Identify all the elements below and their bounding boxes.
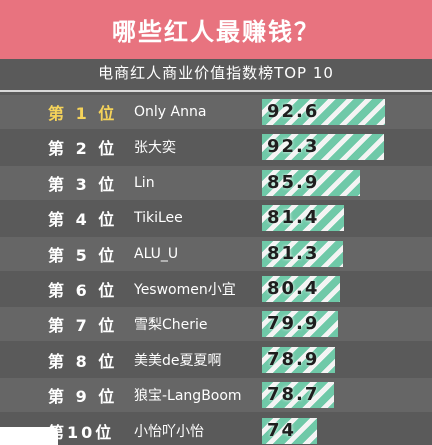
bar xyxy=(262,382,334,409)
rank-label: 第 9 位 xyxy=(48,387,118,407)
category-label: Yeswomen小宜 xyxy=(134,282,236,298)
category-label: 美美de夏夏啊 xyxy=(134,352,222,369)
value-label: 78.9 xyxy=(267,348,320,370)
rank-label: 第 1 位 xyxy=(48,104,118,123)
bar xyxy=(262,205,344,232)
chart-row: 第10位 小怡吖小怡 74 xyxy=(0,414,432,445)
ranking-list: 第 1 位 Only Anna 92.6 第 2 位张大奕 92.3 第 3 位 Lin 85… xyxy=(0,95,432,445)
bar xyxy=(262,311,339,338)
rank-label: 第 5 位 xyxy=(48,245,118,265)
rank-label: 第 2 位 xyxy=(48,139,118,159)
chart-row: 第 1 位 Only Anna 92.6 xyxy=(0,95,432,129)
value-label: 85.9 xyxy=(267,171,320,193)
value-label: 78.7 xyxy=(267,384,320,406)
chart-title: 电商红人商业价值指数榜TOP 10 xyxy=(98,64,334,82)
category-label: 小怡吖小怡 xyxy=(134,423,204,440)
chart-row: 第 2 位张大奕 92.3 xyxy=(0,130,432,164)
chart-row: 第 8 位美美de夏夏啊 78.9 xyxy=(0,343,432,377)
chart-row: 第 7 位雪梨Cherie 79.9 xyxy=(0,307,432,342)
rank-label: 第 3 位 xyxy=(48,174,118,194)
bar xyxy=(262,240,344,267)
corner-badge xyxy=(0,427,58,445)
bar xyxy=(262,169,361,196)
category-label: 雪梨Cherie xyxy=(134,317,208,334)
rank-label: 第 6 位 xyxy=(48,281,118,300)
value-label: 81.3 xyxy=(267,242,320,264)
chart-row: 第 4 位 TikiLee 81.4 xyxy=(0,201,432,235)
chart-row: 第 3 位 Lin 85.9 xyxy=(0,165,432,200)
rank-label: 第10位 xyxy=(48,422,115,442)
rank-label: 第 8 位 xyxy=(48,351,118,371)
bar xyxy=(262,99,385,125)
category-label: TikiLee xyxy=(134,210,183,227)
value-label: 81.4 xyxy=(267,207,320,229)
value-label: 74 xyxy=(267,419,297,441)
bar xyxy=(262,417,317,444)
bar xyxy=(262,346,335,373)
value-label: 92.6 xyxy=(267,101,320,122)
chart-row: 第 6 位 Yeswomen小宜 80.4 xyxy=(0,272,432,306)
value-label: 92.3 xyxy=(267,136,320,158)
bar xyxy=(262,276,341,302)
divider xyxy=(0,90,432,92)
category-label: Only Anna xyxy=(134,104,207,120)
rank-label: 第 4 位 xyxy=(48,210,118,230)
category-label: ALU_U xyxy=(134,245,179,262)
rank-label: 第 7 位 xyxy=(48,316,118,336)
chart-row: 第 5 位 ALU_U 81.3 xyxy=(0,236,432,271)
value-label: 80.4 xyxy=(267,278,320,299)
header-banner: 哪些红人最赚钱？ xyxy=(0,0,432,59)
category-label: 张大奕 xyxy=(134,140,176,157)
header-title: 哪些红人最赚钱？ xyxy=(112,18,320,46)
bar xyxy=(262,134,384,161)
chart-row: 第 9 位狼宝-LangBoom 78.7 xyxy=(0,378,432,413)
value-label: 79.9 xyxy=(267,313,320,335)
category-label: 狼宝-LangBoom xyxy=(134,388,242,405)
category-label: Lin xyxy=(134,174,155,191)
